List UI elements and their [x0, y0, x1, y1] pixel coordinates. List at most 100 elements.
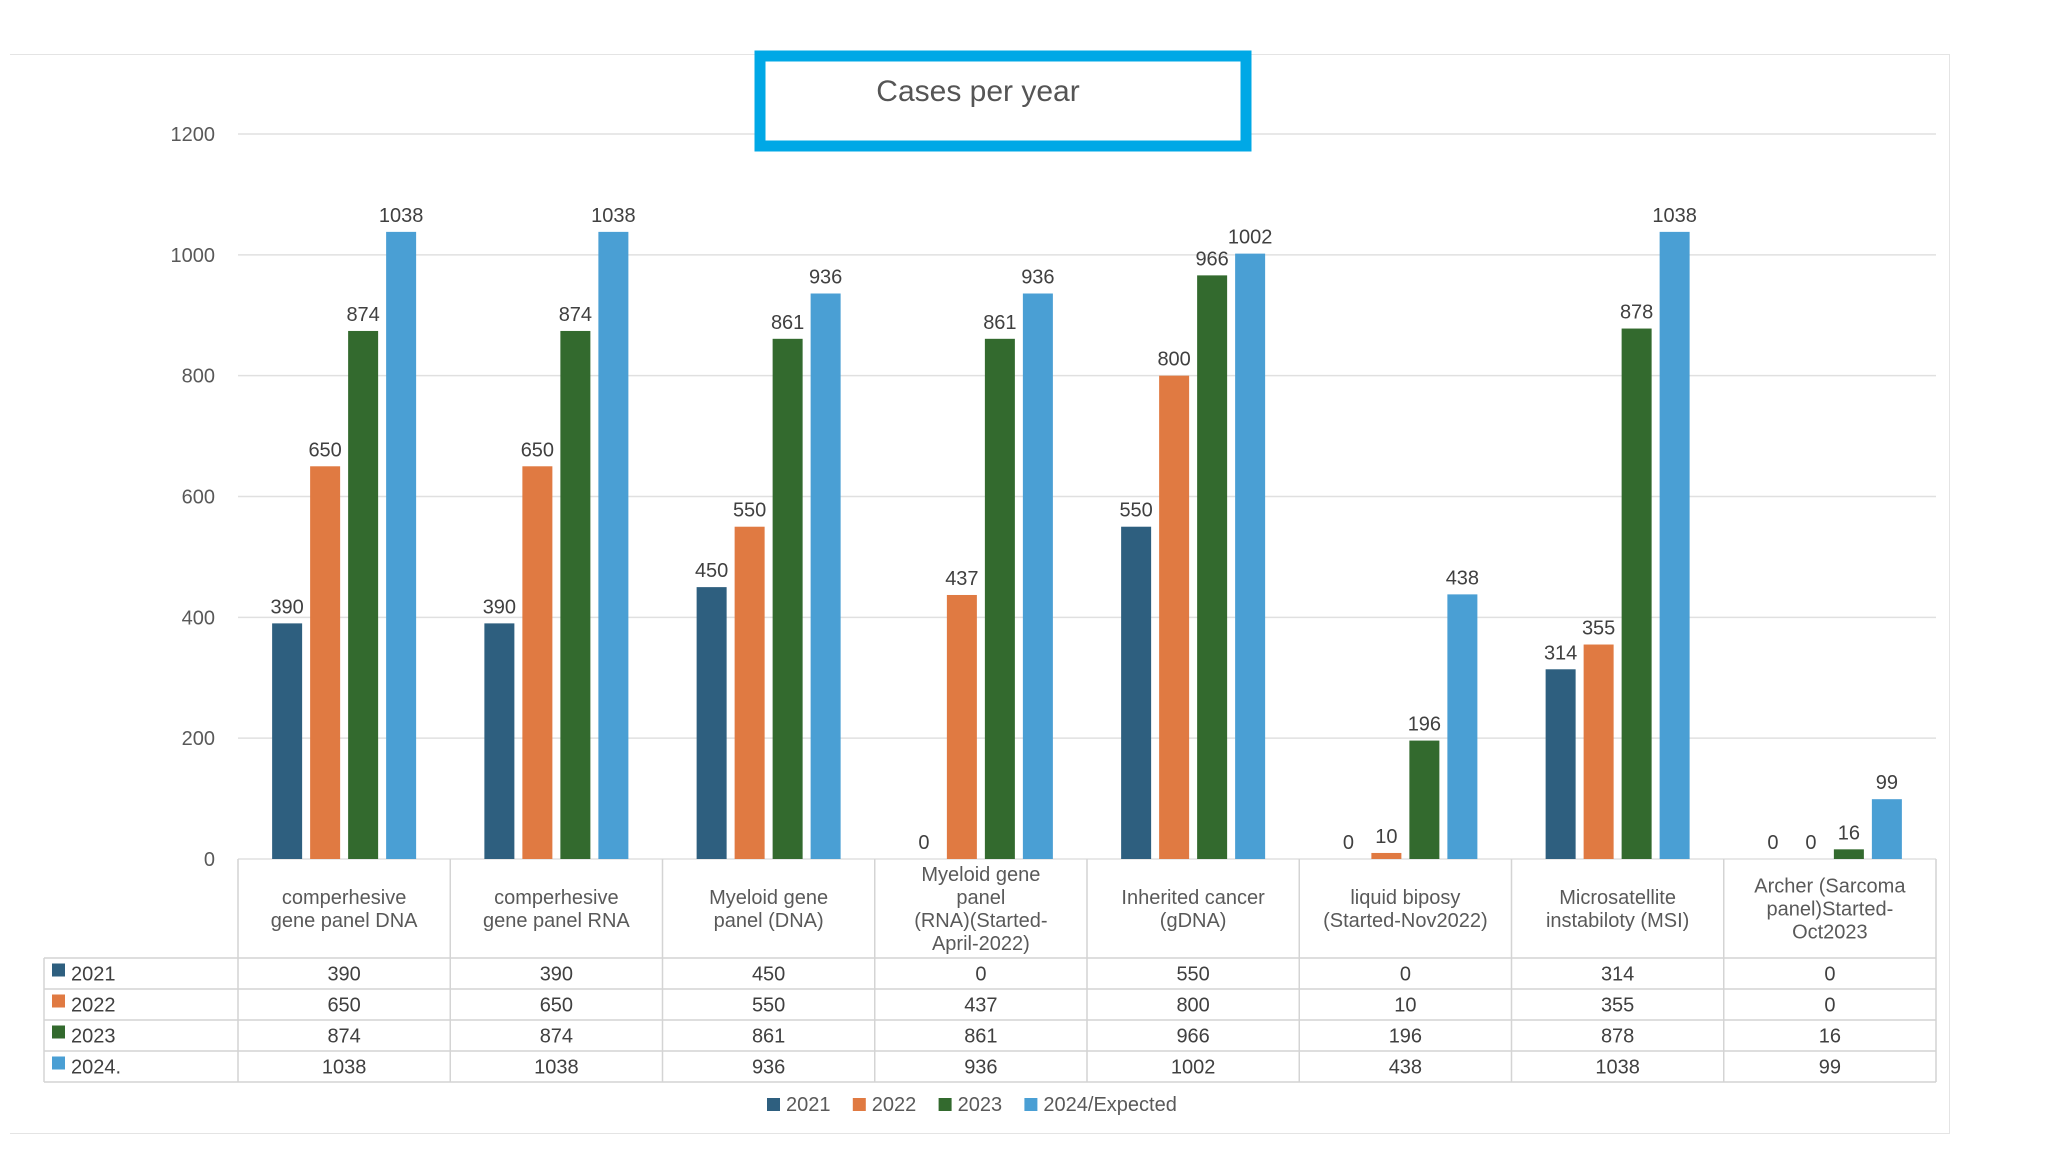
series-row-label: 2021	[71, 964, 116, 986]
bar	[1371, 852, 1402, 859]
data-table: comperhesive gene panel DNA comperhesive ge…	[43, 859, 1937, 1083]
table-cell: 0	[1824, 964, 1835, 986]
bar	[1409, 740, 1440, 859]
bar	[1545, 669, 1576, 859]
bar	[1583, 644, 1614, 859]
table-cell: 861	[752, 1026, 785, 1048]
table-cell: 1038	[534, 1057, 579, 1079]
category-label-line: panel)Started-	[1767, 899, 1894, 921]
table-cell: 16	[1819, 1026, 1841, 1048]
data-label: 16	[1838, 822, 1860, 844]
category-label-line: gene panel RNA	[483, 910, 630, 932]
category-label-line: instabiloty (MSI)	[1546, 910, 1689, 932]
category-label-line: Oct2023	[1792, 922, 1868, 944]
bar	[1833, 849, 1864, 859]
table-cell: 437	[964, 995, 997, 1017]
data-label: 355	[1582, 618, 1615, 640]
legend-label: 2021	[786, 1094, 831, 1116]
legend-item[interactable]: 2023	[938, 1094, 1003, 1116]
data-label: 878	[1620, 302, 1653, 324]
table-cell: 650	[540, 995, 573, 1017]
table-cell: 438	[1389, 1057, 1422, 1079]
data-label: 861	[983, 312, 1016, 334]
table-cell: 0	[1824, 995, 1835, 1017]
category-label: comperhesive gene panel DNA	[271, 887, 418, 932]
bar	[1235, 253, 1266, 859]
y-tick-label: 600	[182, 487, 215, 509]
bar	[560, 330, 591, 859]
table-cell: 550	[752, 995, 785, 1017]
y-tick-label: 1000	[171, 245, 216, 267]
table-cell: 550	[1176, 964, 1209, 986]
bar	[310, 466, 341, 859]
category-label-line: (Started-Nov2022)	[1323, 910, 1488, 932]
bar	[1447, 594, 1478, 859]
category-label: Myeloid gene panel (DNA)	[709, 887, 828, 932]
legend-item[interactable]: 2024/Expected	[1024, 1094, 1177, 1116]
table-cell: 0	[1400, 964, 1411, 986]
bar	[1621, 328, 1652, 860]
table-cell: 874	[540, 1026, 573, 1048]
table-cell: 390	[540, 964, 573, 986]
data-label: 550	[1119, 500, 1152, 522]
chart-title-group: Cases per year	[754, 50, 1252, 152]
table-cell: 10	[1394, 995, 1416, 1017]
category-label-line: comperhesive	[494, 887, 619, 909]
legend-item[interactable]: 2021	[767, 1094, 831, 1116]
legend-swatch	[852, 1098, 866, 1111]
table-cell: 314	[1601, 964, 1634, 986]
category-label-line: April-2022)	[932, 933, 1030, 955]
table-cell: 390	[327, 964, 360, 986]
legend-swatch	[1024, 1098, 1038, 1111]
bar	[598, 231, 629, 859]
data-label: 1038	[379, 205, 424, 227]
data-label: 936	[1021, 267, 1054, 289]
data-label: 437	[945, 568, 978, 590]
data-label: 650	[308, 439, 341, 461]
legend-swatch	[767, 1098, 780, 1111]
bars	[272, 231, 1902, 860]
bar	[1197, 275, 1228, 859]
data-label: 1038	[591, 205, 636, 227]
bar	[522, 466, 553, 859]
gridlines	[238, 133, 1936, 860]
data-label: 936	[809, 267, 842, 289]
bar	[810, 293, 841, 859]
category-label: Microsatellite instabiloty (MSI)	[1546, 887, 1689, 932]
data-label: 0	[1805, 832, 1816, 854]
data-label: 1038	[1652, 205, 1697, 227]
bar	[484, 623, 515, 859]
table-cell: 1038	[1595, 1057, 1640, 1079]
table-cell: 936	[752, 1057, 785, 1079]
data-label: 0	[918, 832, 929, 854]
data-label: 0	[1767, 832, 1778, 854]
category-label: liquid biposy (Started-Nov2022)	[1323, 887, 1488, 932]
legend[interactable]: 2021 2022 2023 2024/Expected	[767, 1094, 1177, 1116]
table-cell: 936	[964, 1057, 997, 1079]
y-tick-label: 400	[182, 607, 215, 629]
table-cell: 450	[752, 964, 785, 986]
data-label: 550	[733, 500, 766, 522]
category-label-line: Myeloid gene	[709, 887, 828, 909]
table-cell: 650	[327, 995, 360, 1017]
series-row-label: 2022	[71, 995, 116, 1017]
series-row-label: 2024.	[71, 1057, 121, 1079]
data-label: 450	[695, 560, 728, 582]
category-label-line: Myeloid gene	[921, 864, 1040, 886]
table-cell: 196	[1389, 1026, 1422, 1048]
y-axis-ticks: 0 200 400 600 800 1000 1200	[171, 124, 216, 871]
data-label: 650	[521, 439, 554, 461]
legend-item[interactable]: 2022	[852, 1094, 917, 1116]
bar	[386, 231, 417, 859]
data-label: 314	[1544, 642, 1577, 664]
data-label: 438	[1446, 567, 1479, 589]
bar	[984, 338, 1015, 859]
chart-title: Cases per year	[876, 75, 1079, 108]
bar	[348, 330, 379, 859]
legend-label: 2024/Expected	[1043, 1094, 1176, 1116]
y-tick-label: 0	[204, 849, 215, 871]
data-label: 861	[771, 312, 804, 334]
category-label-line: Inherited cancer	[1121, 887, 1265, 909]
chart-title-box	[754, 50, 1252, 152]
